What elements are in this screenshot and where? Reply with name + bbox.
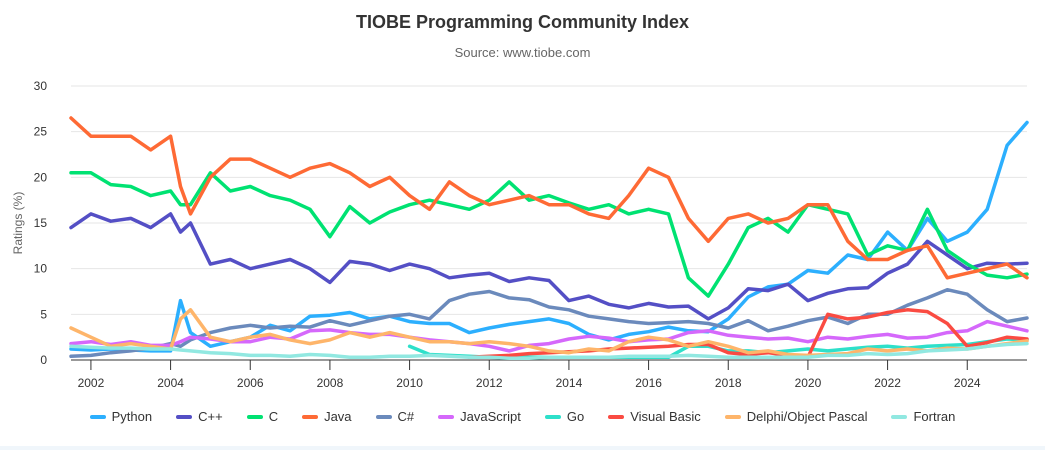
legend-item-java[interactable]: Java	[302, 409, 352, 424]
y-tick-label: 30	[34, 79, 48, 93]
legend-label: Fortran	[913, 409, 956, 424]
legend-swatch-icon	[375, 414, 392, 419]
legend-item-python[interactable]: Python	[89, 409, 153, 424]
legend-item-c-[interactable]: C++	[176, 409, 223, 424]
series-line-fortran[interactable]	[69, 341, 1029, 360]
chart-subtitle: Source: www.tiobe.com	[454, 45, 591, 60]
x-tick-label: 2012	[476, 376, 503, 390]
series-line-java[interactable]	[69, 116, 1029, 280]
legend-swatch-icon	[891, 414, 908, 419]
series-line-delphi-object-pascal[interactable]	[69, 308, 1029, 358]
x-tick-label: 2018	[715, 376, 742, 390]
series-lines	[69, 116, 1029, 360]
legend-item-fortran[interactable]: Fortran	[891, 409, 955, 424]
legend-swatch-icon	[246, 414, 263, 419]
legend-label: C	[268, 409, 279, 424]
chart-legend: Python C++ C Java C# JavaScript Go Visual Basic…	[0, 409, 1045, 424]
y-tick-label: 25	[34, 125, 48, 139]
legend-swatch-icon	[89, 414, 106, 419]
legend-label: Java	[324, 409, 352, 424]
legend-label: Delphi/Object Pascal	[746, 409, 868, 424]
y-tick-label: 15	[34, 216, 48, 230]
legend-swatch-icon	[544, 414, 561, 419]
y-axis-label: Ratings (%)	[11, 192, 25, 255]
legend-item-delphi-object-pascal[interactable]: Delphi/Object Pascal	[724, 409, 868, 424]
x-tick-label: 2020	[795, 376, 822, 390]
legend-label: Python	[111, 409, 153, 424]
x-tick-label: 2006	[237, 376, 264, 390]
legend-item-c[interactable]: C	[246, 409, 279, 424]
x-tick-label: 2014	[556, 376, 583, 390]
legend-label: C#	[397, 409, 415, 424]
legend-swatch-icon	[724, 414, 741, 419]
legend-item-javascript[interactable]: JavaScript	[438, 409, 521, 424]
y-tick-label: 20	[34, 170, 48, 184]
y-tick-label: 10	[34, 262, 48, 276]
y-tick-label: 5	[40, 307, 47, 321]
y-axis-ticks: 0 5 10 15 20 25 30	[34, 79, 48, 367]
legend-item-c-[interactable]: C#	[375, 409, 415, 424]
x-tick-label: 2002	[78, 376, 105, 390]
legend-item-go[interactable]: Go	[544, 409, 585, 424]
footer-strip	[0, 446, 1045, 450]
y-tick-label: 0	[40, 353, 47, 367]
x-tick-label: 2008	[317, 376, 344, 390]
x-tick-label: 2024	[954, 376, 981, 390]
x-tick-label: 2022	[874, 376, 901, 390]
x-tick-label: 2016	[635, 376, 662, 390]
legend-swatch-icon	[438, 414, 455, 419]
series-line-python[interactable]	[69, 120, 1029, 353]
chart-title: TIOBE Programming Community Index	[355, 12, 690, 32]
legend-label: Visual Basic	[630, 409, 701, 424]
line-chart: 0 5 10 15 20 25 30 2002 2004 2006 2008 2010 2012 201…	[11, 79, 1029, 390]
series-line-c-[interactable]	[69, 212, 1029, 321]
x-tick-label: 2010	[396, 376, 423, 390]
legend-swatch-icon	[608, 414, 625, 419]
legend-swatch-icon	[176, 414, 193, 419]
legend-label: JavaScript	[460, 409, 521, 424]
legend-label: Go	[566, 409, 585, 424]
legend-swatch-icon	[302, 414, 319, 419]
x-tick-label: 2004	[157, 376, 184, 390]
x-axis-ticks: 2002 2004 2006 2008 2010 2012 2014 2016 2018 2020…	[71, 359, 1027, 390]
legend-label: C++	[198, 409, 223, 424]
legend-item-visual-basic[interactable]: Visual Basic	[608, 409, 701, 424]
